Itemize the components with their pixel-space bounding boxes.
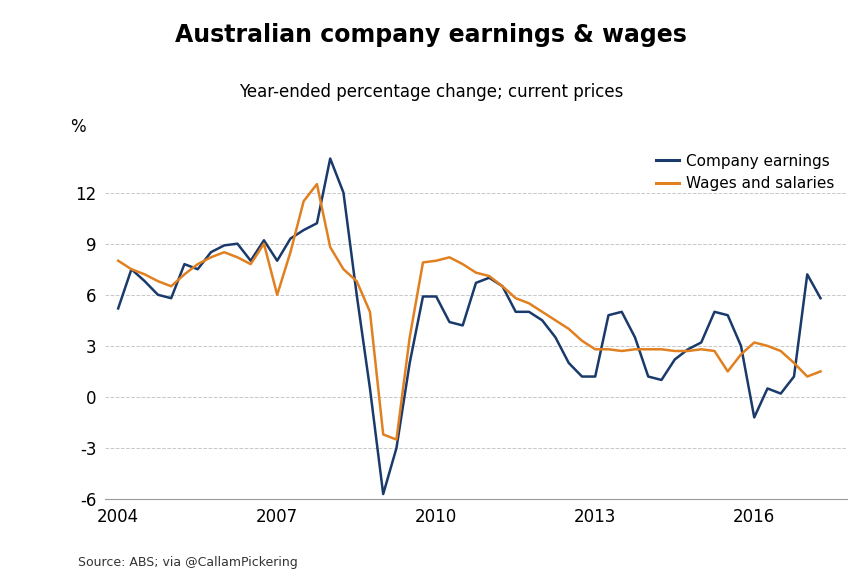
Text: %: % — [71, 118, 86, 136]
Company earnings — [113, 305, 123, 312]
Wages and salaries — [815, 368, 825, 375]
Company earnings — [815, 295, 825, 302]
Company earnings — [563, 359, 573, 366]
Wages and salaries — [563, 325, 573, 332]
Company earnings — [549, 334, 560, 341]
Wages and salaries — [113, 257, 123, 264]
Company earnings — [616, 308, 626, 315]
Company earnings — [523, 308, 534, 315]
Legend: Company earnings, Wages and salaries: Company earnings, Wages and salaries — [651, 149, 839, 196]
Wages and salaries — [232, 254, 242, 261]
Text: Source: ABS; via @CallamPickering: Source: ABS; via @CallamPickering — [77, 556, 297, 569]
Line: Company earnings: Company earnings — [118, 159, 820, 494]
Wages and salaries — [549, 317, 560, 324]
Company earnings — [378, 490, 388, 497]
Wages and salaries — [312, 181, 322, 187]
Wages and salaries — [616, 347, 626, 354]
Line: Wages and salaries: Wages and salaries — [118, 184, 820, 439]
Company earnings — [404, 359, 414, 366]
Company earnings — [232, 240, 242, 247]
Company earnings — [325, 155, 335, 162]
Wages and salaries — [404, 334, 414, 341]
Wages and salaries — [523, 300, 534, 306]
Text: Year-ended percentage change; current prices: Year-ended percentage change; current pr… — [238, 83, 623, 101]
Wages and salaries — [391, 436, 401, 443]
Text: Australian company earnings & wages: Australian company earnings & wages — [175, 23, 686, 47]
